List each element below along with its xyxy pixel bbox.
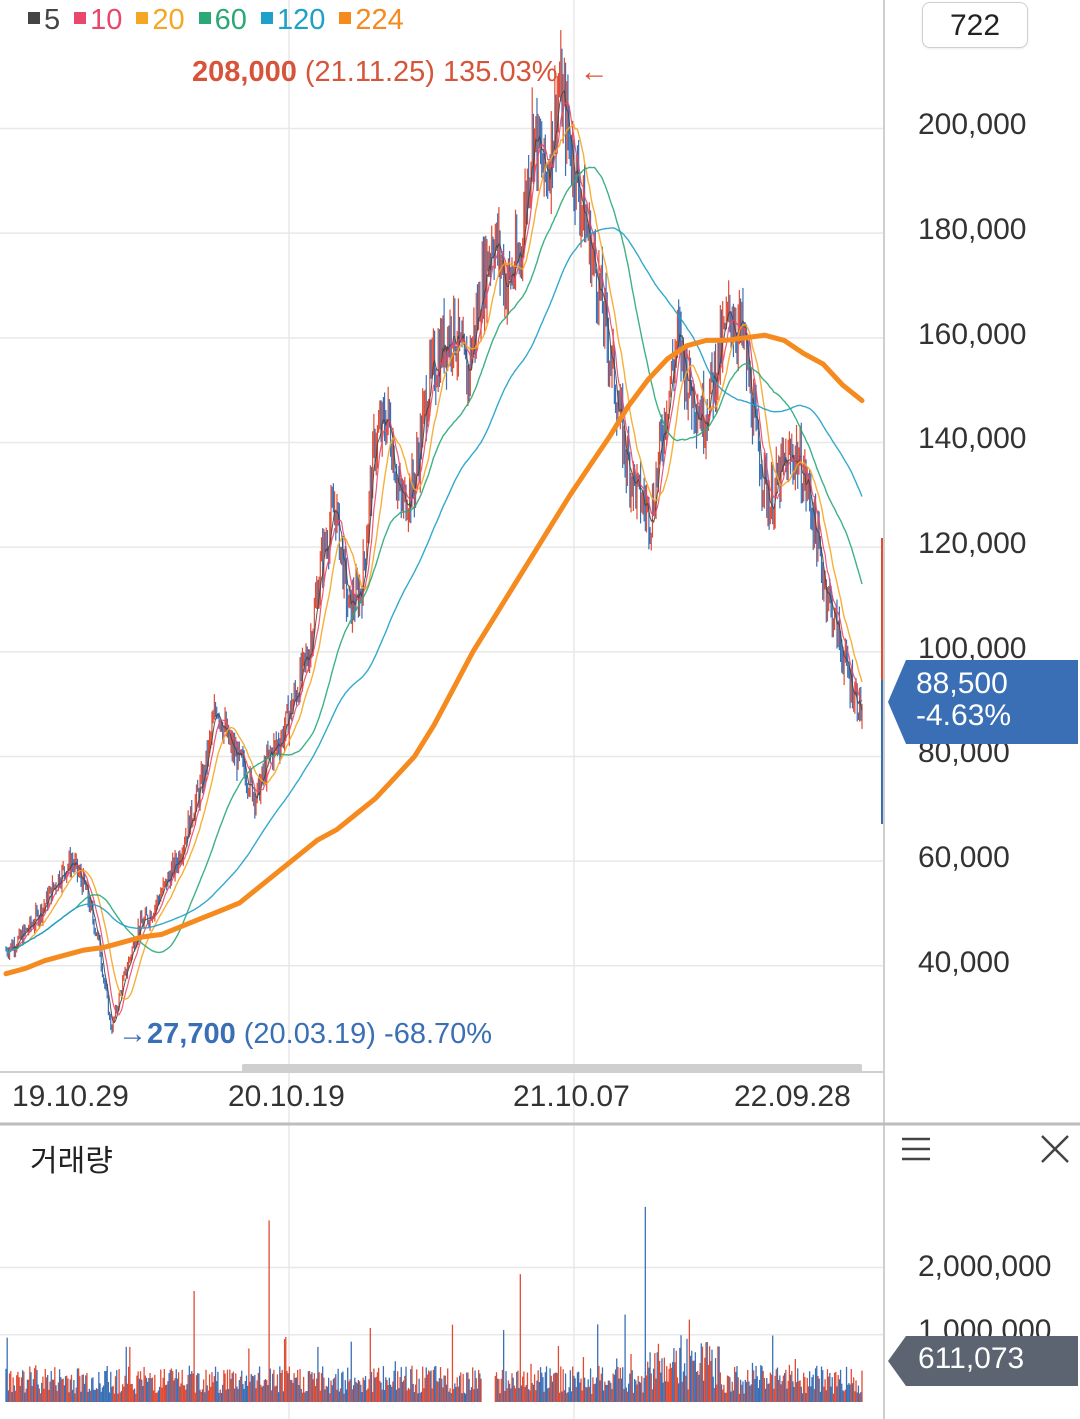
chart-scrollbar[interactable] [242, 1064, 862, 1072]
x-tick-label: 22.09.28 [734, 1080, 851, 1113]
ma120-line [5, 227, 863, 954]
x-tick-label: 19.10.29 [12, 1080, 129, 1113]
legend-label: 120 [276, 4, 326, 36]
x-tick-label: 20.10.19 [228, 1080, 345, 1113]
close-icon[interactable] [1038, 1132, 1072, 1166]
volume-tick-label: 2,000,000 [918, 1250, 1052, 1283]
y-tick-label: 200,000 [918, 108, 1027, 142]
period-count-box[interactable]: 722 [922, 2, 1028, 48]
current-volume-tag: 611,073 [888, 1336, 1078, 1386]
legend-item-ma5[interactable]: 5 [28, 4, 60, 36]
y-tick-label: 160,000 [918, 317, 1027, 351]
y-tick-label: 140,000 [918, 422, 1027, 456]
y-tick-label: 60,000 [918, 841, 1010, 875]
current-price-tag: 88,500 -4.63% [888, 660, 1078, 744]
legend-swatch-icon [74, 12, 87, 25]
low-date: (20.03.19) [243, 1018, 376, 1050]
low-annotation: →27,700 (20.03.19) -68.70% [118, 1018, 492, 1051]
ma5-line [5, 89, 863, 1024]
legend-swatch-icon [28, 12, 40, 25]
legend-swatch-icon [198, 12, 211, 25]
ma60-line [5, 166, 863, 954]
ma-legend[interactable]: 5 10 20 60 120 224 [28, 4, 418, 37]
legend-label: 60 [214, 4, 247, 36]
ma20-line [5, 124, 863, 1000]
menu-icon[interactable] [900, 1136, 932, 1162]
high-pct: 135.03% [443, 56, 558, 88]
legend-swatch-icon [260, 12, 273, 25]
legend-item-ma60[interactable]: 60 [198, 4, 247, 36]
high-annotation: 208,000 (21.11.25) 135.03% ← [192, 56, 609, 89]
y-tick-label: 100,000 [918, 631, 1027, 665]
legend-item-ma10[interactable]: 10 [74, 4, 122, 36]
legend-label: 5 [44, 4, 61, 36]
legend-swatch-icon [136, 12, 149, 25]
right-arrow-icon: → [118, 1018, 147, 1050]
left-arrow-icon: ← [579, 56, 609, 88]
low-pct: -68.70% [384, 1018, 493, 1050]
legend-item-ma120[interactable]: 120 [260, 4, 326, 36]
low-price: 27,700 [147, 1018, 236, 1050]
y-tick-label: 40,000 [918, 945, 1010, 979]
high-date: (21.11.25) [304, 56, 435, 88]
legend-item-ma224[interactable]: 224 [339, 4, 404, 36]
x-tick-label: 21.10.07 [513, 1080, 630, 1113]
high-price: 208,000 [192, 56, 297, 88]
legend-label: 10 [90, 4, 123, 36]
current-price: 88,500 [916, 667, 1008, 700]
legend-swatch-icon [339, 12, 352, 25]
current-change: -4.63% [916, 699, 1012, 732]
legend-label: 224 [355, 4, 404, 36]
ma224-line [3, 332, 865, 977]
legend-label: 20 [152, 4, 185, 36]
y-tick-label: 120,000 [918, 527, 1027, 561]
ma10-line [5, 101, 863, 1016]
current-volume: 611,073 [918, 1342, 1025, 1375]
legend-item-ma20[interactable]: 20 [136, 4, 185, 36]
volume-panel-title: 거래량 [30, 1145, 113, 1178]
y-tick-label: 180,000 [918, 213, 1027, 247]
